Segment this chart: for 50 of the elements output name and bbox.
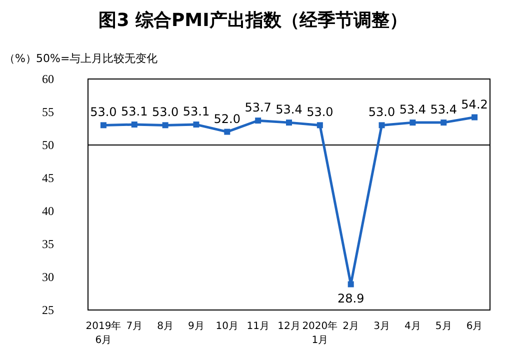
data-label: 52.0 (214, 112, 241, 126)
point (440, 120, 447, 126)
data-label: 53.4 (399, 102, 426, 117)
data-label: 28.9 (337, 291, 364, 306)
y-tick-label: 40 (42, 204, 54, 218)
y-tick-label: 35 (42, 237, 54, 251)
point (255, 118, 262, 124)
text: 50%=与上月比较无变化 (36, 52, 158, 65)
x-tick-label: 12月 (278, 321, 300, 332)
x-tick-label: 11月 (246, 321, 270, 332)
y-tick-label: 30 (42, 270, 54, 284)
point (100, 122, 106, 128)
x-tick-label: 5月 (435, 321, 452, 332)
point (193, 122, 200, 128)
point (224, 128, 230, 135)
x-tick-label: 2020年 1月 (302, 320, 338, 346)
point (348, 281, 354, 288)
data-label: 54.2 (461, 97, 488, 112)
x-tick-label: 3月 (374, 321, 390, 332)
data-label: 53.1 (121, 104, 148, 119)
y-axis-title: （%） (4, 52, 36, 65)
x-tick-label: 7月 (126, 321, 143, 332)
x-tick-label: 2月 (342, 321, 360, 332)
data-label: 53.4 (276, 102, 302, 117)
x-tick-label: 9月 (188, 321, 204, 332)
chart-title: 图3 综合PMI产出指数（经季节调整） (98, 10, 408, 31)
point (472, 114, 478, 120)
y-tick-label: 55 (42, 105, 54, 119)
point (378, 122, 385, 128)
y-tick-label: 60 (42, 72, 54, 86)
y-tick-label: 45 (42, 171, 54, 185)
x-tick-label: 10月 (216, 321, 239, 332)
x-tick-label: 4月 (404, 321, 421, 332)
point (162, 122, 168, 128)
point (286, 120, 292, 126)
data-label: 53.0 (90, 105, 117, 120)
point (131, 122, 138, 128)
x-tick-label: 6月 (466, 321, 483, 332)
data-label: 53.1 (182, 104, 210, 119)
data-label: 53.4 (430, 102, 457, 117)
y-tick-label: 50 (42, 138, 54, 152)
data-label: 53.7 (244, 100, 272, 115)
data-label: 53.0 (152, 105, 179, 120)
point (410, 120, 416, 126)
x-tick-label: 2019年 6月 (86, 320, 122, 346)
y-tick-label: 25 (42, 303, 54, 317)
data-label: 53.0 (306, 105, 334, 120)
data-label: 53.0 (368, 105, 396, 120)
x-tick-label: 8月 (157, 321, 174, 332)
point (316, 122, 323, 128)
